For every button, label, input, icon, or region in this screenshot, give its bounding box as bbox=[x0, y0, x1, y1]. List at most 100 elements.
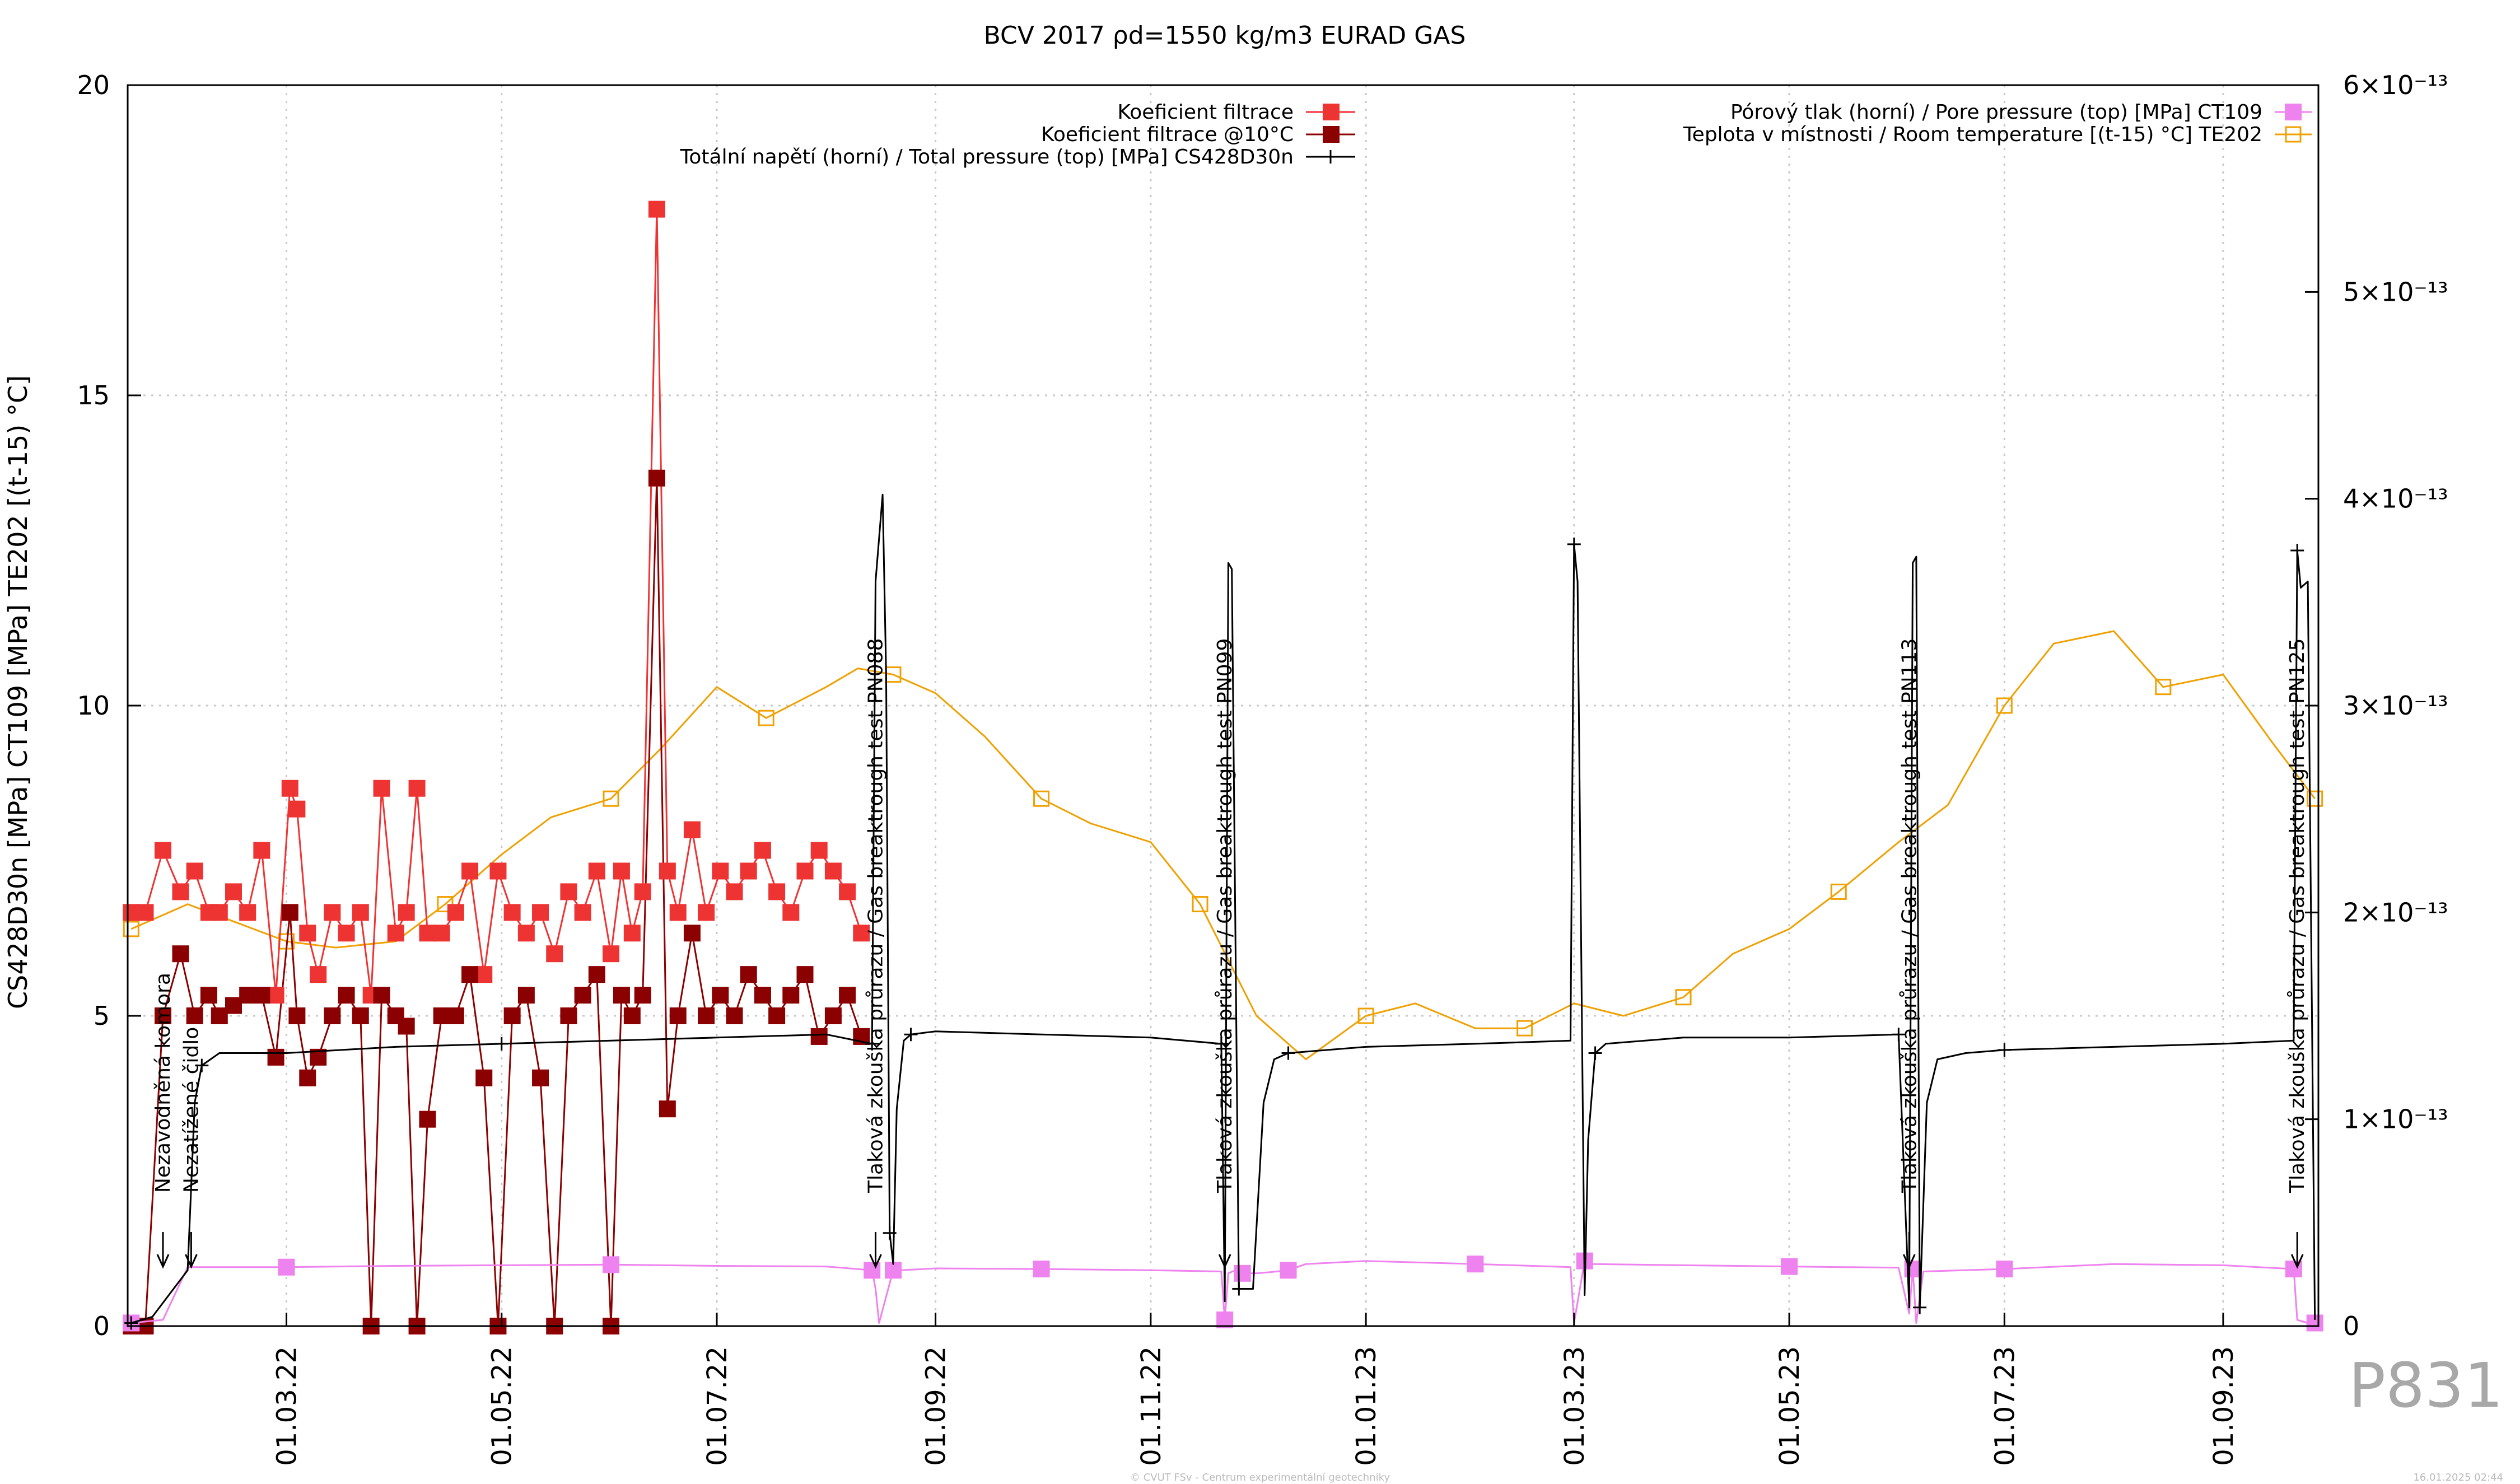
total-pressure-point bbox=[865, 1037, 879, 1051]
permeability-point bbox=[211, 904, 228, 921]
permeability-point bbox=[853, 925, 870, 942]
total-pressure-point bbox=[1214, 1037, 1228, 1051]
permeability-point bbox=[489, 862, 507, 880]
permeability-point bbox=[310, 966, 327, 983]
permeability-point bbox=[560, 883, 577, 900]
permeability-10c-point bbox=[267, 1048, 284, 1066]
total-pressure-point bbox=[1281, 1046, 1295, 1060]
temperature-point bbox=[1675, 989, 1692, 1006]
x-tick-label: 01.11.22 bbox=[1136, 1346, 1167, 1466]
y-axis-label: CS428D30n [MPa] CT109 [MPa] TE202 [(t-15… bbox=[3, 375, 33, 1009]
grid bbox=[128, 85, 2318, 1326]
temperature-point bbox=[603, 790, 619, 807]
permeability-10c-point bbox=[740, 966, 757, 983]
total-pressure-point bbox=[2290, 544, 2304, 557]
permeability-10c-point bbox=[810, 1028, 828, 1045]
permeability-10c-point bbox=[419, 1110, 436, 1128]
permeability-10c-point bbox=[324, 1007, 341, 1024]
permeability-point bbox=[796, 862, 814, 880]
y-tick-label: 5 bbox=[94, 1001, 110, 1031]
permeability-point bbox=[419, 925, 436, 942]
permeability-point bbox=[588, 862, 605, 880]
permeability-10c-point bbox=[503, 1007, 521, 1024]
permeability-10c-point bbox=[613, 987, 630, 1004]
permeability-point bbox=[648, 200, 665, 218]
permeability-10c-point bbox=[433, 1007, 450, 1024]
permeability-10c-point bbox=[726, 1007, 743, 1024]
permeability-point bbox=[824, 862, 842, 880]
permeability-point bbox=[387, 925, 404, 942]
permeability-point bbox=[532, 904, 549, 921]
y-tick-label: 15 bbox=[77, 380, 110, 410]
y-tick-label: 10 bbox=[77, 690, 110, 721]
permeability-point bbox=[810, 842, 828, 859]
permeability-10c-point bbox=[211, 1007, 228, 1024]
permeability-point bbox=[839, 883, 856, 900]
footer-credit: © CVUT FSv - Centrum experimentální geot… bbox=[1130, 1472, 1390, 1483]
permeability-point bbox=[172, 883, 189, 900]
permeability-10c-point bbox=[288, 1007, 306, 1024]
total-pressure-point bbox=[883, 1226, 897, 1240]
permeability-10c-point bbox=[461, 966, 479, 983]
permeability-10c-point bbox=[172, 945, 189, 963]
permeability-point bbox=[603, 945, 620, 963]
permeability-point bbox=[623, 925, 641, 942]
annotation-arrowhead bbox=[1218, 1254, 1231, 1269]
legend-label: Pórový tlak (horní) / Pore pressure (top… bbox=[1730, 101, 2262, 124]
temperature-point bbox=[1830, 883, 1847, 900]
permeability-point bbox=[137, 904, 154, 921]
total-pressure-point bbox=[1232, 1282, 1246, 1296]
permeability-point bbox=[447, 904, 464, 921]
legend-label: Totální napětí (horní) / Total pressure … bbox=[680, 146, 1294, 169]
permeability-10c-point bbox=[239, 987, 256, 1004]
total-pressure-point bbox=[195, 1058, 209, 1072]
permeability-10c-point bbox=[824, 1007, 842, 1024]
permeability-point bbox=[517, 925, 535, 942]
permeability-10c-point bbox=[200, 987, 217, 1004]
total-pressure-point bbox=[1998, 1043, 2012, 1057]
permeability-10c-point bbox=[796, 966, 814, 983]
legend-marker bbox=[2285, 104, 2302, 120]
pore-pressure-point bbox=[1996, 1261, 2013, 1278]
x-tick-label: 01.09.23 bbox=[2208, 1346, 2239, 1466]
y-tick-label: 20 bbox=[77, 70, 110, 100]
total-pressure-point bbox=[1567, 537, 1581, 551]
temperature-point bbox=[758, 710, 774, 726]
permeability-10c-point bbox=[253, 987, 270, 1004]
temperature-point bbox=[1033, 790, 1050, 807]
pore-pressure-point bbox=[603, 1256, 620, 1273]
permeability-10c-point bbox=[186, 1007, 203, 1024]
annotation-label: Tlaková zkouška průrazu / Gas breaktroug… bbox=[2286, 638, 2309, 1193]
permeability-10c-point bbox=[634, 987, 651, 1004]
temperature-point bbox=[1357, 1007, 1374, 1024]
permeability-10c-point bbox=[373, 987, 390, 1004]
permeability-point bbox=[546, 945, 563, 963]
legend-marker bbox=[1324, 150, 1337, 164]
permeability-point bbox=[574, 904, 591, 921]
permeability-10c-point bbox=[338, 987, 355, 1004]
permeability-point bbox=[281, 780, 298, 797]
permeability-point bbox=[123, 904, 140, 921]
permeability-10c-point bbox=[299, 1069, 316, 1086]
annotation-label: Nezatížené čidlo bbox=[180, 1027, 203, 1193]
axes: 0 5 10 15 20 0 1×10⁻¹³ 2×10⁻¹³ 3×10⁻¹³ 4×10⁻¹³ 5×1… bbox=[77, 70, 2448, 1466]
legend-marker bbox=[2285, 126, 2302, 143]
total-pressure-line bbox=[130, 493, 2316, 1324]
y2-tick-label: 4×10⁻¹³ bbox=[2343, 484, 2448, 514]
annotation-arrowhead bbox=[2290, 1254, 2304, 1269]
x-tick-label: 01.09.22 bbox=[921, 1346, 952, 1466]
permeability-point bbox=[408, 780, 426, 797]
permeability-10c-point bbox=[669, 1007, 687, 1024]
temperature-point bbox=[123, 921, 139, 937]
pore-pressure-point bbox=[1781, 1258, 1798, 1275]
permeability-point bbox=[299, 925, 316, 942]
x-tick-label: 01.03.22 bbox=[271, 1346, 302, 1466]
permeability-10c-point bbox=[648, 469, 665, 487]
temperature-point bbox=[2307, 790, 2323, 807]
permeability-10c-point bbox=[574, 987, 591, 1004]
permeability-point bbox=[267, 987, 284, 1004]
total-pressure-point bbox=[904, 1028, 918, 1042]
permeability-point bbox=[634, 883, 651, 900]
